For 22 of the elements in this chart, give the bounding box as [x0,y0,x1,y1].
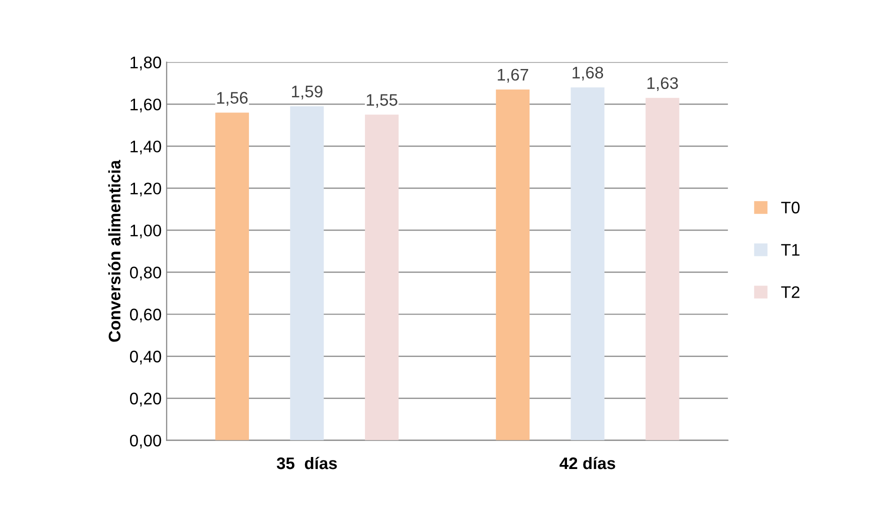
y-tick-label: 0,00 [130,434,162,448]
y-tick-label: 0,40 [130,350,162,364]
data-label: 1,63 [647,77,678,91]
x-tick-label: 42 días [560,456,616,470]
y-tick-label: 1,60 [130,98,162,112]
y-tick-label: 0,60 [130,308,162,322]
y-tick-label: 1,20 [130,182,162,196]
data-label: 1,55 [366,94,398,108]
y-tick-label: 0,20 [130,392,162,406]
y-tick-label: 0,80 [130,266,162,280]
data-label: 1,68 [572,66,604,80]
legend-label: T2 [781,286,800,298]
y-tick-label: 1,00 [130,224,162,238]
data-label: 1,56 [217,92,248,106]
x-tick-label: 35 días [276,456,337,470]
legend-label: T1 [781,244,800,256]
y-axis-title: Conversión alimenticia [108,160,120,342]
y-tick-label: 1,80 [130,56,162,70]
y-tick-label: 1,40 [130,140,162,154]
data-label: 1,59 [292,86,322,100]
legend-label: T0 [781,202,800,214]
data-label: 1,67 [498,68,528,83]
